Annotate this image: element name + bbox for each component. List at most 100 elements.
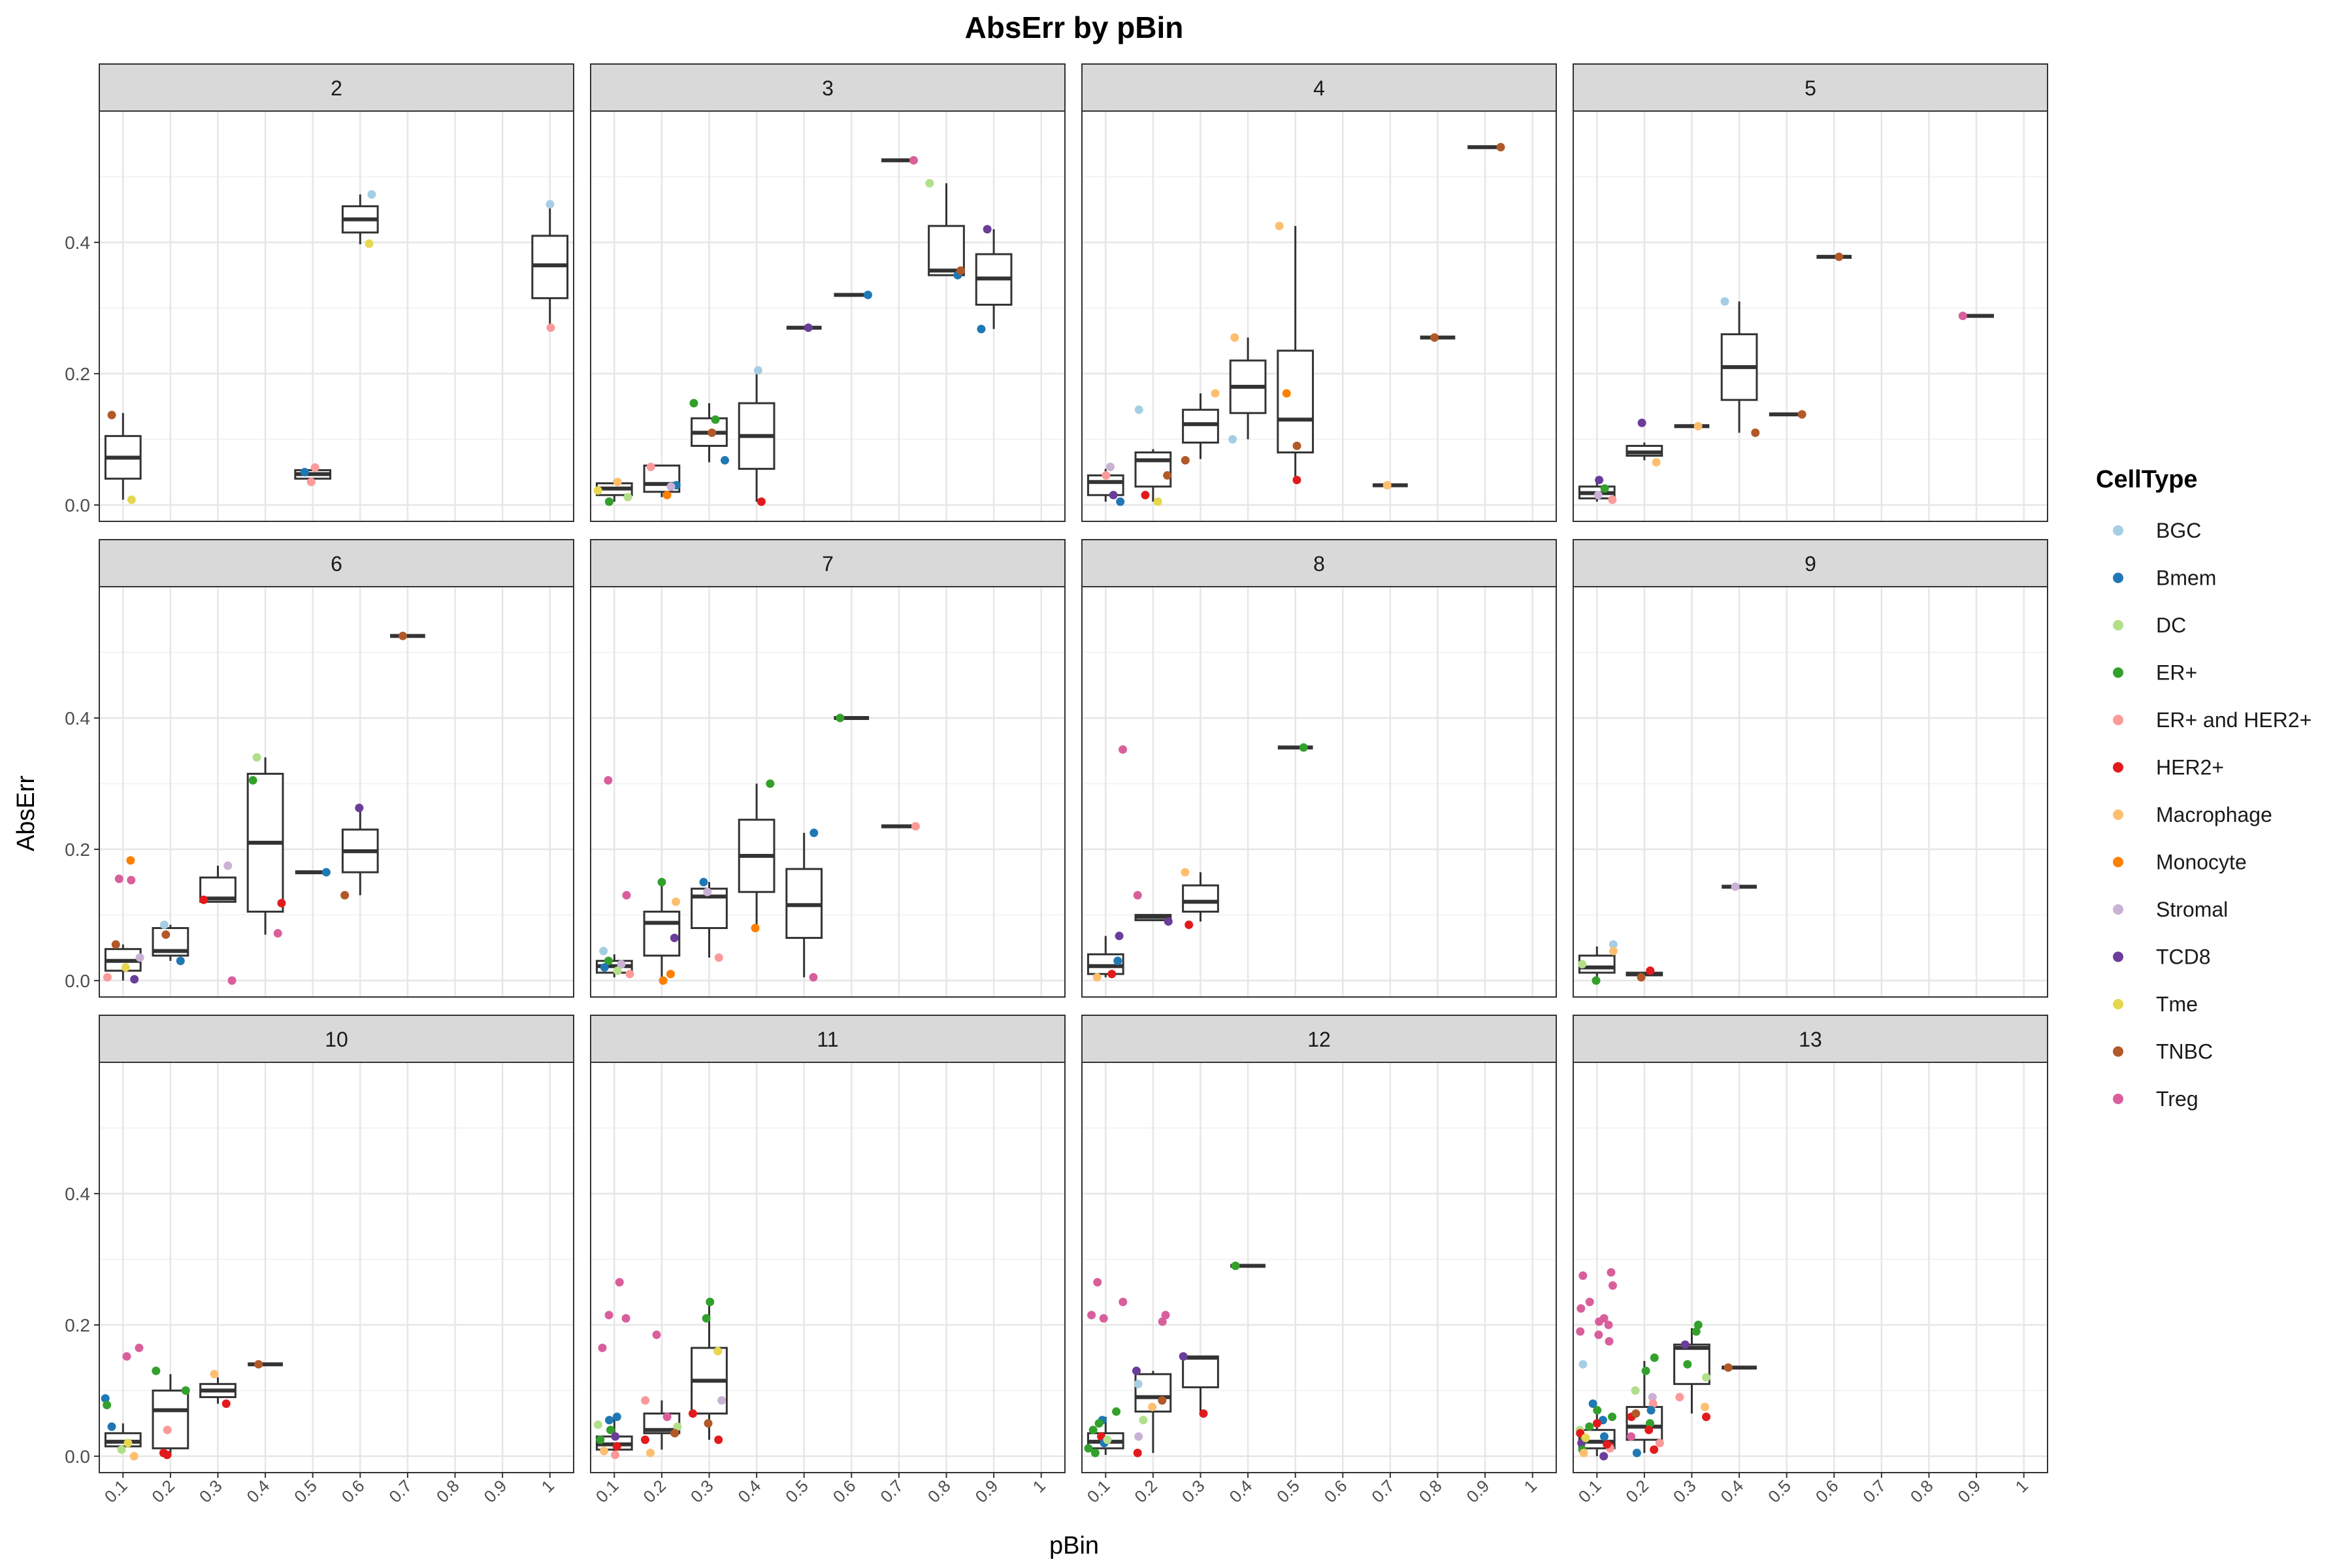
data-point — [135, 1343, 144, 1352]
data-point — [605, 1416, 614, 1425]
y-tick-label: 0.4 — [65, 233, 90, 253]
data-point — [546, 200, 555, 209]
data-point — [1645, 1419, 1654, 1428]
data-point — [1113, 956, 1122, 966]
data-point — [181, 1386, 190, 1395]
data-point — [127, 495, 136, 504]
data-point — [1578, 1271, 1588, 1281]
data-point — [1134, 1432, 1143, 1441]
data-point — [1693, 421, 1703, 431]
data-point — [1496, 142, 1505, 152]
legend-label: ER+ — [2156, 661, 2197, 685]
facet-strip — [1573, 539, 2048, 587]
legend-key — [2113, 1094, 2123, 1104]
data-point — [1382, 481, 1392, 490]
data-point — [1608, 1281, 1617, 1290]
chart-title: AbsErr by pBin — [965, 10, 1184, 44]
legend-item: DC — [2113, 613, 2186, 637]
legend-label: HER2+ — [2156, 756, 2224, 779]
data-point — [1181, 456, 1190, 465]
data-point — [713, 1347, 723, 1356]
legend-label: Monocyte — [2156, 851, 2247, 874]
box-0.2 — [1134, 449, 1172, 502]
facet-panel: 7 — [590, 539, 1066, 998]
data-point — [1646, 966, 1655, 975]
facet-panel: 6 0.0 0.2 0.4 — [65, 539, 574, 998]
legend-key — [2113, 951, 2123, 962]
data-point — [1958, 311, 1967, 320]
facet-strip — [1081, 539, 1557, 587]
facet-panels: 20.00.20.43 4 560.00.20.47 8 9100.00.20.40.1… — [65, 63, 2048, 1507]
data-point — [111, 940, 120, 949]
data-point — [103, 973, 112, 982]
panel-border — [590, 586, 1066, 998]
facet-label: 7 — [822, 552, 834, 576]
data-point — [666, 970, 675, 979]
data-point — [1593, 1406, 1602, 1415]
data-point — [152, 1366, 161, 1375]
legend-title: CellType — [2096, 466, 2198, 493]
data-point — [1161, 1311, 1170, 1320]
facet-panel: 3 — [590, 63, 1066, 522]
box-iqr — [1182, 884, 1219, 913]
legend-label: BGC — [2156, 519, 2201, 542]
data-point — [688, 1409, 697, 1418]
data-point — [836, 713, 845, 723]
data-point — [704, 1419, 713, 1428]
data-point — [599, 1446, 608, 1456]
data-point — [621, 1314, 630, 1323]
legend-key — [2113, 715, 2123, 725]
data-point — [1691, 1327, 1701, 1336]
data-point — [227, 976, 237, 985]
facet-strip — [1573, 63, 2048, 112]
facet-label: 13 — [1799, 1028, 1822, 1051]
panel-border — [99, 1062, 574, 1473]
data-point — [753, 366, 762, 375]
data-point — [1153, 497, 1162, 506]
box-iqr — [928, 225, 965, 276]
data-point — [702, 1314, 711, 1323]
data-point — [1228, 434, 1237, 444]
y-tick-label: 0.4 — [65, 708, 90, 728]
data-point — [1675, 1392, 1684, 1401]
data-point — [645, 1448, 655, 1458]
data-point — [863, 290, 872, 299]
data-point — [1592, 976, 1601, 985]
data-point — [809, 973, 818, 982]
data-point — [1090, 1448, 1100, 1458]
data-point — [1644, 1426, 1654, 1435]
legend-item: Treg — [2113, 1087, 2198, 1111]
data-point — [1723, 1363, 1733, 1372]
data-point — [956, 266, 965, 275]
data-point — [1119, 1298, 1128, 1307]
data-point — [1299, 743, 1308, 752]
data-point — [1650, 1445, 1659, 1454]
data-point — [757, 497, 766, 506]
data-point — [1087, 1311, 1096, 1320]
data-point — [717, 1396, 727, 1405]
box-iqr — [1182, 1355, 1219, 1388]
panel-border — [1573, 1062, 2048, 1473]
box-iqr — [1134, 451, 1172, 488]
data-point — [1581, 1433, 1590, 1443]
data-point — [1600, 484, 1609, 493]
data-point — [925, 179, 934, 188]
legend-item: BGC — [2113, 519, 2201, 542]
data-point — [1655, 1439, 1664, 1448]
legend-key — [2113, 620, 2123, 630]
data-point — [606, 1426, 615, 1435]
facet-strip — [99, 63, 574, 112]
data-point — [617, 960, 626, 969]
data-point — [1148, 1403, 1157, 1412]
box-0.3 — [1182, 1355, 1219, 1414]
box-0.1 — [1086, 468, 1124, 502]
data-point — [1585, 1422, 1594, 1431]
data-point — [546, 323, 555, 333]
data-point — [310, 463, 319, 472]
data-point — [1680, 1340, 1690, 1349]
data-point — [367, 190, 376, 199]
facet-label: 6 — [331, 552, 342, 576]
data-point — [1702, 1373, 1711, 1382]
data-point — [1797, 410, 1806, 419]
data-point — [646, 463, 655, 472]
